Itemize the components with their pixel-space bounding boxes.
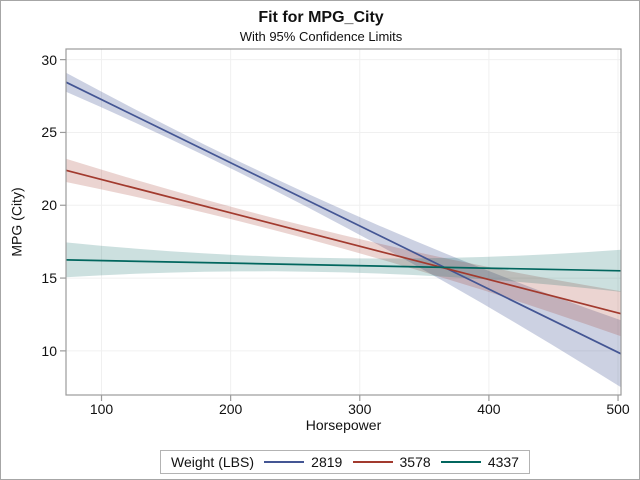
legend-entry-label: 3578: [399, 454, 431, 470]
legend-entry: 2819: [264, 454, 342, 470]
y-tick-label: 30: [41, 51, 57, 68]
legend-entry-label: 4337: [487, 454, 519, 470]
x-tick-label: 400: [477, 401, 501, 417]
legend-title: Weight (LBS): [171, 454, 254, 470]
legend: Weight (LBS) 2819 3578 4337: [160, 450, 530, 474]
y-tick-label: 15: [41, 270, 57, 287]
x-tick-label: 300: [348, 401, 372, 417]
chart-title: Fit for MPG_City: [258, 9, 384, 26]
legend-line-swatch: [352, 461, 393, 463]
chart-subtitle: With 95% Confidence Limits: [239, 29, 403, 44]
legend-line-swatch: [264, 461, 305, 463]
legend-entry-label: 2819: [311, 454, 343, 470]
y-tick-label: 10: [41, 342, 57, 359]
x-tick-label: 200: [218, 401, 243, 417]
x-axis-label: Horsepower: [305, 417, 382, 433]
y-tick-label: 25: [41, 124, 57, 141]
legend-entry: 4337: [440, 454, 519, 470]
x-tick-label: 500: [606, 401, 630, 417]
y-tick-label: 20: [41, 197, 57, 214]
x-tick-label: 100: [89, 401, 114, 417]
legend-line-swatch: [440, 461, 481, 463]
legend-entry: 3578: [352, 454, 431, 470]
